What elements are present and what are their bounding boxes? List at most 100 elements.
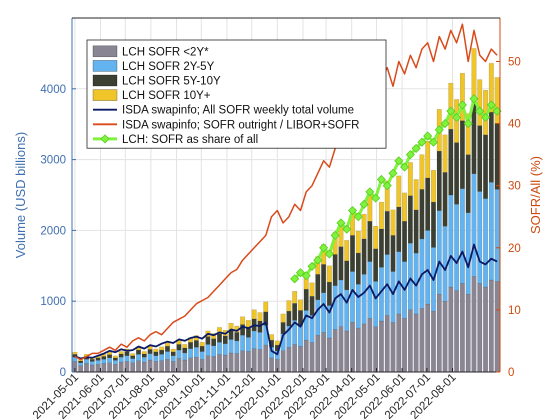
bar-y10p	[141, 351, 147, 355]
bar-y2_5	[159, 354, 165, 361]
bar-y5_10	[280, 322, 286, 334]
bar-y5_10	[107, 354, 113, 359]
bar-lt2	[136, 360, 141, 373]
bar-y2_5	[199, 351, 205, 360]
bar-y5_10	[338, 246, 344, 281]
bar-lt2	[350, 322, 355, 373]
marker-lch-share	[376, 174, 386, 185]
bar-lt2	[101, 363, 107, 373]
bar-y2_5	[298, 325, 303, 347]
bar-y5_10	[477, 125, 483, 192]
bar-y2_5	[494, 189, 500, 282]
bar-y2_5	[124, 355, 130, 362]
bar-lt2	[193, 356, 199, 373]
marker-lch-share	[400, 162, 410, 172]
bar-y2_5	[407, 242, 413, 310]
bar-y2_5	[488, 182, 494, 281]
bar-y2_5	[118, 356, 124, 363]
bar-y2_5	[459, 188, 465, 284]
left-axis-title: Volume (USD billions)	[13, 132, 28, 258]
marker-lch-share	[347, 205, 358, 216]
bar-y5_10	[182, 347, 188, 354]
bar-lt2	[309, 342, 315, 373]
bar-y5_10	[101, 356, 107, 360]
bar-y5_10	[384, 211, 390, 255]
bar-y2_5	[338, 279, 344, 327]
bar-y2_5	[442, 225, 448, 302]
bar-lt2	[465, 293, 471, 373]
right-tick-label: 40	[508, 119, 521, 131]
bar-y5_10	[147, 349, 153, 354]
bar-y10p	[344, 240, 350, 262]
bar-lt2	[245, 351, 251, 373]
bar-y10p	[390, 209, 396, 236]
legend-swatch-y2_5	[92, 60, 118, 72]
bar-y5_10	[193, 340, 199, 348]
bar-y2_5	[112, 360, 118, 365]
legend-swatch-y5_10	[92, 74, 118, 87]
bar-lt2	[488, 279, 494, 373]
bar-lt2	[205, 355, 211, 373]
marker-lch-share	[324, 249, 334, 259]
bar-y2_5	[321, 292, 327, 333]
bar-y2_5	[350, 271, 355, 323]
bar-y5_10	[361, 238, 367, 275]
bar-lt2	[390, 322, 396, 373]
bar-lt2	[118, 361, 124, 373]
bar-y2_5	[222, 343, 228, 356]
marker-lch-share	[295, 268, 306, 278]
bar-y2_5	[373, 281, 379, 327]
marker-lch-share	[290, 274, 300, 284]
marker-lch-share	[394, 156, 404, 166]
bar-y10p	[448, 82, 454, 130]
bar-y10p	[373, 225, 379, 250]
bar-y10p	[413, 179, 419, 211]
bar-y10p	[170, 348, 176, 353]
bar-y5_10	[488, 111, 494, 183]
series-lines	[74, 23, 502, 361]
bar-lt2	[112, 364, 118, 373]
bar-y5_10	[309, 296, 315, 316]
bar-y10p	[326, 265, 332, 283]
bar-lt2	[448, 286, 454, 373]
bar-y10p	[361, 213, 367, 240]
right-tick-label: 30	[508, 181, 521, 193]
marker-lch-share	[486, 100, 496, 110]
bar-y5_10	[78, 360, 84, 363]
bar-lt2	[257, 349, 263, 373]
legend-swatch-lt2	[92, 45, 118, 58]
bar-lt2	[315, 334, 321, 373]
bar-y5_10	[292, 303, 298, 321]
bar-y10p	[107, 351, 113, 355]
bar-y2_5	[164, 351, 170, 360]
right-tick-label: 20	[508, 243, 521, 255]
bar-y2_5	[234, 340, 240, 354]
bar-y10p	[442, 134, 448, 173]
bar-lt2	[425, 303, 431, 373]
marker-lch-share	[359, 199, 369, 209]
marker-lch-share	[405, 150, 415, 160]
bar-lt2	[269, 357, 274, 373]
bar-lt2	[182, 359, 188, 373]
bar-y2_5	[471, 173, 477, 277]
bar-y5_10	[367, 220, 373, 262]
bar-lt2	[217, 354, 222, 373]
marker-lch-share	[330, 230, 340, 240]
legend-label-lt2: LCH SOFR <2Y*	[122, 46, 209, 58]
bar-y2_5	[89, 361, 95, 366]
bar-y10p	[419, 154, 425, 190]
bar-y2_5	[170, 355, 176, 362]
bar-lt2	[280, 350, 286, 373]
bar-lt2	[477, 283, 483, 373]
bar-y5_10	[465, 154, 471, 213]
bar-y2_5	[211, 345, 217, 357]
marker-lch-share	[342, 224, 352, 234]
legend-label-lch_share: LCH: SOFR as share of all	[122, 134, 258, 146]
bar-y2_5	[257, 332, 263, 350]
bar-y10p	[425, 140, 431, 179]
bar-lt2	[483, 286, 488, 373]
bar-y5_10	[378, 228, 384, 268]
bar-y5_10	[286, 310, 292, 327]
bar-y5_10	[95, 357, 101, 361]
